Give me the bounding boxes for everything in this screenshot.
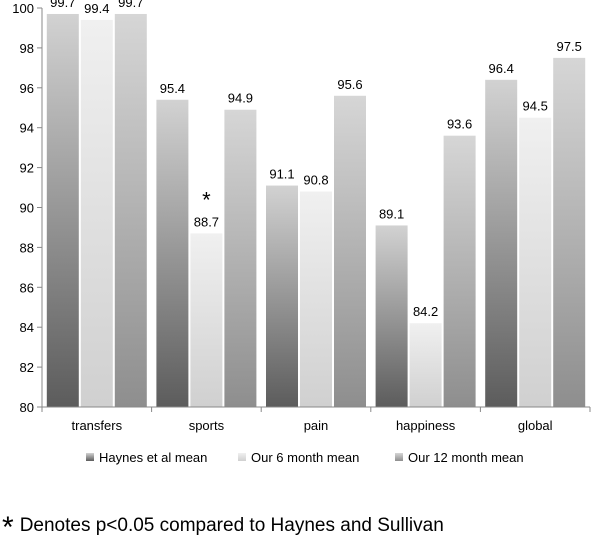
y-tick-label: 82 — [20, 360, 34, 375]
bar-pain-our-6-month-mean — [300, 191, 332, 407]
significance-asterisk: * — [202, 187, 211, 212]
legend-swatch — [238, 453, 246, 461]
bars-layer — [46, 13, 586, 408]
legend-label: Haynes et al mean — [99, 450, 207, 465]
bar-sports-our-12-month-mean — [224, 109, 257, 408]
data-label: 84.2 — [413, 304, 438, 319]
x-tick-label: global — [518, 418, 553, 433]
data-label: 88.7 — [194, 214, 219, 229]
data-label: 93.6 — [447, 117, 472, 132]
data-label: 89.1 — [379, 206, 404, 221]
bar-sports-our-6-month-mean — [190, 233, 223, 407]
bar-pain-our-12-month-mean — [334, 95, 366, 407]
x-tick-label: transfers — [72, 418, 123, 433]
data-label: 91.1 — [269, 167, 294, 182]
x-tick-label: happiness — [396, 418, 456, 433]
data-label: 95.6 — [337, 77, 362, 92]
y-tick-label: 84 — [20, 320, 34, 335]
data-label: 96.4 — [489, 61, 514, 76]
y-tick-label: 96 — [20, 81, 34, 96]
bar-transfers-our-6-month-mean — [80, 19, 113, 407]
bar-transfers-haynes-et-al-mean — [46, 13, 79, 408]
footnote-asterisk: * — [2, 511, 14, 544]
legend-swatch — [395, 453, 403, 461]
labels-layer: 99.7 99.4 99.7 transfers 95.4 88.7 94.9 sports 9… — [50, 0, 582, 433]
x-tick-label: sports — [189, 418, 225, 433]
bar-chart: 80 82 84 86 88 90 92 94 96 98 100 99.7 99.4 99.7 tran… — [12, 0, 591, 465]
data-label: 99.7 — [118, 0, 143, 10]
footnote-text: Denotes p<0.05 compared to Haynes and Su… — [19, 515, 444, 536]
legend-swatch — [86, 453, 94, 461]
y-tick-label: 86 — [20, 280, 34, 295]
legend-label: Our 6 month mean — [251, 450, 359, 465]
bar-happiness-our-12-month-mean — [443, 135, 476, 407]
legend-label: Our 12 month mean — [408, 450, 524, 465]
data-label: 95.4 — [160, 81, 185, 96]
y-tick-label: 94 — [20, 121, 34, 136]
data-label: 90.8 — [303, 173, 328, 188]
bar-transfers-our-12-month-mean — [114, 13, 147, 408]
bar-global-our-12-month-mean — [553, 57, 586, 407]
data-label: 97.5 — [557, 39, 582, 54]
bar-global-our-6-month-mean — [519, 117, 552, 407]
data-label: 94.5 — [523, 99, 548, 114]
bar-global-haynes-et-al-mean — [485, 79, 518, 407]
x-tick-label: pain — [304, 418, 329, 433]
bar-pain-haynes-et-al-mean — [266, 185, 298, 407]
y-tick-label: 90 — [20, 201, 34, 216]
bar-happiness-haynes-et-al-mean — [375, 225, 408, 407]
y-tick-label: 88 — [20, 240, 34, 255]
bar-sports-haynes-et-al-mean — [156, 99, 189, 408]
y-tick-label: 80 — [20, 400, 34, 415]
data-label: 99.7 — [50, 0, 75, 10]
legend: Haynes et al mean Our 6 month mean Our 12 … — [86, 450, 524, 465]
footnote: * Denotes p<0.05 compared to Haynes and S… — [2, 511, 444, 545]
data-label: 94.9 — [228, 91, 253, 106]
bar-happiness-our-6-month-mean — [409, 323, 442, 407]
data-label: 99.4 — [84, 1, 109, 16]
y-tick-label: 92 — [20, 161, 34, 176]
y-tick-label: 100 — [12, 1, 34, 16]
y-tick-label: 98 — [20, 41, 34, 56]
axes-layer: 80 82 84 86 88 90 92 94 96 98 100 — [12, 1, 591, 415]
